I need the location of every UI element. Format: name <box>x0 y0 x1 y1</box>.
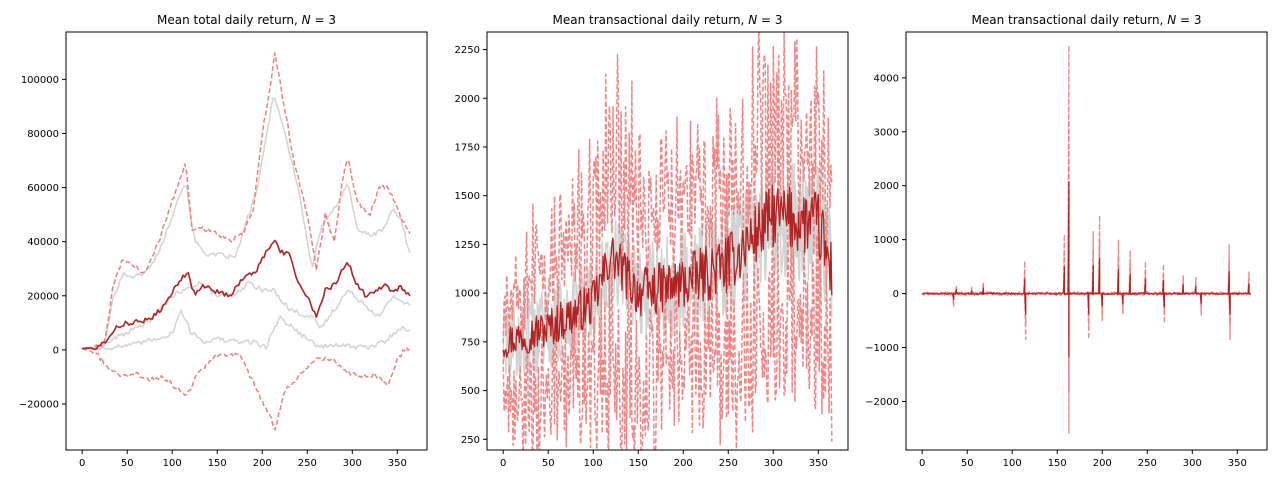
axes-frame <box>65 31 428 451</box>
y-tick-label: 250 <box>461 435 480 446</box>
x-tick-label: 350 <box>388 458 407 469</box>
x-tick-label: 50 <box>542 458 555 469</box>
y-tick-label: 0 <box>53 345 59 356</box>
plot-area <box>921 44 1252 435</box>
y-tick-label: 1250 <box>455 240 480 251</box>
y-tick-label: 1000 <box>455 289 480 300</box>
x-tick-label: 100 <box>163 458 182 469</box>
y-tick-label: 40000 <box>27 237 59 248</box>
y-tick-label: 100000 <box>21 75 59 86</box>
x-tick-label: 150 <box>208 458 227 469</box>
x-tick-label: 350 <box>809 458 828 469</box>
series-band-line <box>81 346 411 431</box>
axes-frame <box>905 31 1268 451</box>
y-tick-label: 500 <box>461 386 480 397</box>
chart-title: Mean transactional daily return, N = 3 <box>553 13 783 27</box>
y-tick-label: 2000 <box>874 181 899 192</box>
x-tick-label: 0 <box>500 458 506 469</box>
chart-panel-1: 0 50 100 150 200 250 300 350 −20000 0 20000 40000 60… <box>19 13 428 469</box>
x-tick-label: 250 <box>1138 458 1157 469</box>
x-tick-label: 50 <box>961 458 974 469</box>
x-tick-label: 300 <box>764 458 783 469</box>
y-tick-label: −20000 <box>19 400 59 411</box>
series-mean-line <box>922 181 1252 358</box>
x-tick-label: 250 <box>298 458 317 469</box>
chart-panel-3: 0 50 100 150 200 250 300 350 −2000 −1000 0 1000 2000… <box>865 13 1268 469</box>
series-sample-line <box>82 280 411 351</box>
x-tick-label: 200 <box>1093 458 1112 469</box>
y-tick-label: 60000 <box>27 183 59 194</box>
y-tick-label: 0 <box>893 289 899 300</box>
plot-area <box>502 32 833 450</box>
x-tick-label: 350 <box>1228 458 1247 469</box>
y-tick-label: −1000 <box>865 343 899 354</box>
y-tick-label: 80000 <box>27 129 59 140</box>
y-tick-label: 750 <box>461 337 480 348</box>
plot-area <box>81 52 411 431</box>
x-tick-label: 100 <box>584 458 603 469</box>
x-tick-label: 0 <box>79 458 85 469</box>
series-sample-line <box>921 206 1252 344</box>
y-tick-label: 4000 <box>874 73 899 84</box>
series-band-line <box>921 119 1252 393</box>
x-tick-label: 0 <box>919 458 925 469</box>
chart-panel-2: 0 50 100 150 200 250 300 350 250 500 750 1000 1250 15… <box>455 13 849 469</box>
x-tick-label: 150 <box>1048 458 1067 469</box>
series-band-line <box>82 52 411 351</box>
x-tick-label: 150 <box>629 458 648 469</box>
series-mean-line <box>502 184 833 359</box>
chart-title: Mean total daily return, N = 3 <box>157 13 336 27</box>
series-sample-line <box>82 97 411 351</box>
x-tick-label: 100 <box>1003 458 1022 469</box>
x-tick-label: 300 <box>343 458 362 469</box>
x-tick-label: 50 <box>121 458 134 469</box>
x-tick-label: 200 <box>674 458 693 469</box>
y-tick-label: 20000 <box>27 291 59 302</box>
x-tick-label: 200 <box>253 458 272 469</box>
series-band-line <box>502 200 833 450</box>
y-tick-label: 1500 <box>455 191 480 202</box>
series-mean-line <box>82 239 411 351</box>
y-tick-label: −2000 <box>865 397 899 408</box>
x-tick-label: 250 <box>719 458 738 469</box>
y-tick-label: 1750 <box>455 142 480 153</box>
y-tick-label: 1000 <box>874 235 899 246</box>
y-tick-label: 2250 <box>455 45 480 56</box>
x-tick-label: 300 <box>1183 458 1202 469</box>
chart-title: Mean transactional daily return, N = 3 <box>972 13 1202 27</box>
y-tick-label: 2000 <box>455 94 480 105</box>
y-tick-label: 3000 <box>874 127 899 138</box>
series-band-line <box>921 44 1252 435</box>
series-sample-line <box>82 309 411 351</box>
axes-frame <box>486 31 849 451</box>
